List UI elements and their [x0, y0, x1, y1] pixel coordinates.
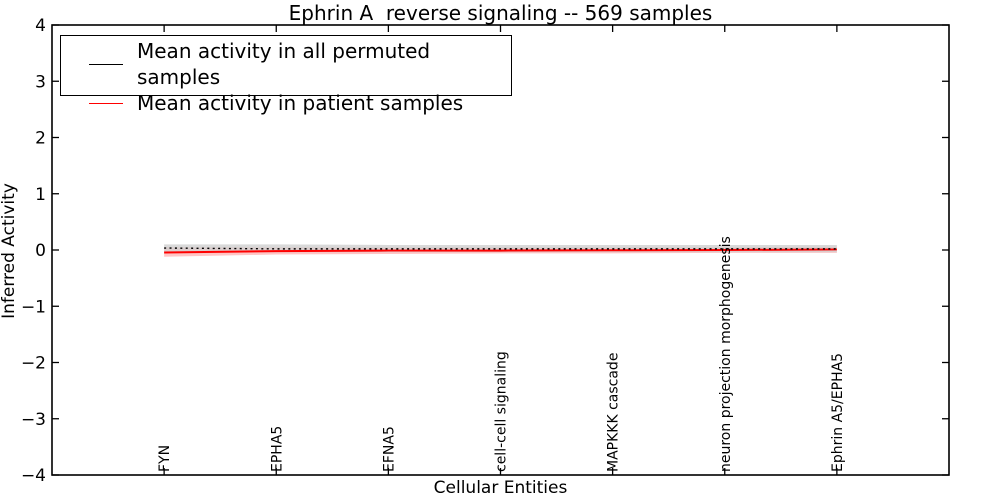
y-tick-label: 4: [35, 16, 46, 36]
axis-ticks: [52, 24, 949, 476]
y-tick-label: 0: [35, 241, 46, 261]
y-tick-label: 3: [35, 72, 46, 92]
legend-label-permuted: Mean activity in all permuted samples: [137, 39, 431, 89]
legend-item-permuted: Mean activity in all permuted samples: [61, 38, 511, 90]
x-axis-label: Cellular Entities: [433, 478, 568, 498]
x-tick-label: EFNA5: [381, 426, 397, 472]
x-tick-labels: FYN EPHA5 EFNA5 cell-cell signaling MAPK…: [157, 236, 846, 472]
x-tick-label: neuron projection morphogenesis: [718, 236, 734, 472]
y-tick-label: −3: [21, 410, 46, 430]
legend-label-patient: Mean activity in patient samples: [137, 91, 464, 115]
x-tick-label: Ephrin A5/EPHA5: [830, 353, 846, 472]
y-tick-label: −4: [21, 466, 46, 486]
y-tick-label: −1: [21, 297, 46, 317]
x-tick-label: FYN: [157, 445, 173, 472]
legend-item-patient: Mean activity in patient samples: [61, 90, 511, 116]
y-tick-label: 2: [35, 129, 46, 149]
legend: Mean activity in all permuted samples Me…: [60, 35, 512, 115]
permuted-mean-line: [164, 247, 837, 250]
y-tick-labels: 4 3 2 1 0 −1 −2 −3 −4: [21, 16, 46, 486]
legend-line-sample-red: [89, 102, 123, 104]
x-tick-label: MAPKKK cascade: [606, 353, 622, 472]
y-tick-label: −2: [21, 354, 46, 374]
y-tick-label: 1: [35, 185, 46, 205]
patient-mean-line: [164, 248, 837, 254]
chart-title: Ephrin A reverse signaling -- 569 sample…: [288, 1, 713, 25]
x-tick-label: EPHA5: [269, 426, 285, 472]
x-tick-label: cell-cell signaling: [494, 351, 510, 472]
legend-line-sample-black: [89, 63, 123, 65]
